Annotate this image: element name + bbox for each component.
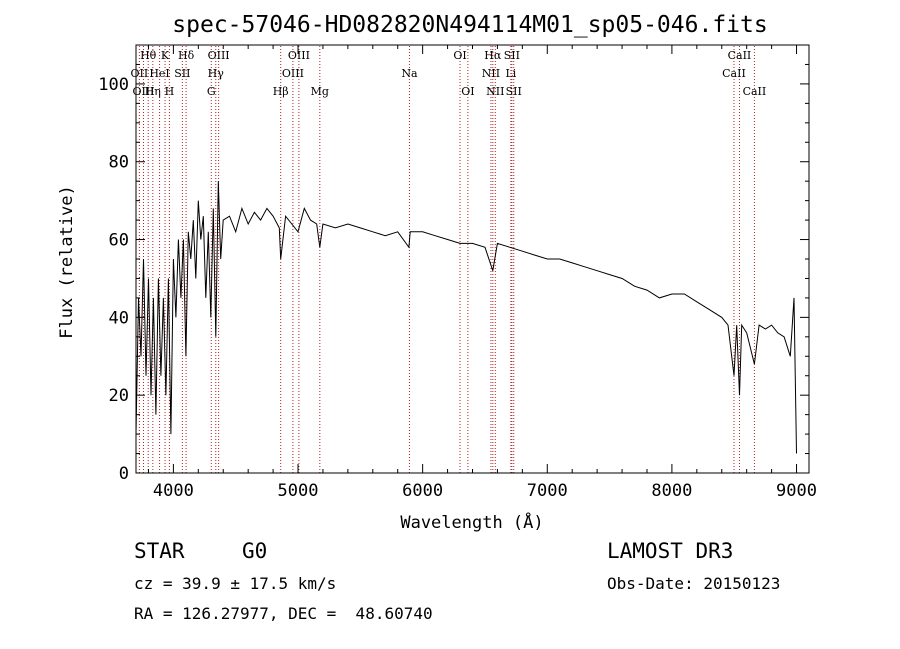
x-tick-label: 9000	[776, 481, 817, 501]
line-label: Mg	[311, 85, 329, 98]
chart-title: spec-57046-HD082820N494114M01_sp05-046.f…	[172, 12, 767, 38]
y-tick-label: 0	[119, 464, 129, 484]
coordinates-text: RA = 126.27977, DEC = 48.60740	[134, 604, 433, 623]
line-label: OIII	[288, 49, 310, 62]
line-label: HeI	[149, 67, 169, 80]
line-label: Hθ	[140, 49, 157, 62]
x-tick-label: 6000	[402, 481, 443, 501]
plot-frame	[135, 44, 810, 474]
y-tick-label: 40	[109, 308, 129, 328]
object-type: STAR	[134, 539, 185, 563]
x-axis: 4000 5000 6000 7000 8000 9000	[147, 45, 817, 501]
line-label: Li	[505, 67, 516, 80]
line-label: CaII	[728, 49, 752, 62]
line-label: SII	[174, 67, 190, 80]
x-axis-label: Wavelength (Å)	[400, 511, 543, 533]
line-label: CaII	[722, 67, 746, 80]
obs-date-text: Obs-Date: 20150123	[607, 574, 781, 593]
line-label: OIII	[282, 67, 304, 80]
x-tick-label: 7000	[527, 481, 568, 501]
line-label: Na	[401, 67, 418, 80]
line-label: OIII	[132, 85, 154, 98]
y-tick-label: 60	[109, 231, 129, 251]
spectral-subclass: G0	[242, 539, 268, 563]
line-label: G	[207, 85, 216, 98]
line-label: NII	[486, 85, 504, 98]
line-label: Hδ	[178, 49, 195, 62]
line-markers	[138, 46, 755, 473]
y-axis-label: Flux (relative)	[57, 185, 77, 339]
y-tick-label: 80	[109, 153, 129, 173]
y-axis: 0 20 40 60 80 100	[98, 63, 809, 484]
line-label: SII	[504, 49, 520, 62]
x-tick-label: 4000	[153, 481, 194, 501]
spectrum-line	[135, 181, 797, 454]
line-label: OI	[461, 85, 474, 98]
x-tick-label: 8000	[651, 481, 692, 501]
line-label: H	[165, 85, 175, 98]
line-label: Hγ	[208, 67, 225, 80]
line-label: OIII	[208, 49, 230, 62]
line-label: K	[161, 49, 170, 62]
y-tick-label: 20	[109, 386, 129, 406]
line-label: SII	[506, 85, 522, 98]
line-label: CaII	[743, 85, 767, 98]
line-label: Hη	[145, 85, 161, 98]
line-label: NII	[482, 67, 500, 80]
x-tick-label: 5000	[278, 481, 319, 501]
survey-name: LAMOST DR3	[607, 539, 734, 563]
line-label: Hβ	[273, 85, 289, 98]
line-label: OII	[131, 67, 149, 80]
line-label: OI	[453, 49, 466, 62]
redshift-text: cz = 39.9 ± 17.5 km/s	[134, 574, 337, 593]
line-label: Hα	[484, 49, 502, 62]
y-tick-label: 100	[98, 75, 129, 95]
